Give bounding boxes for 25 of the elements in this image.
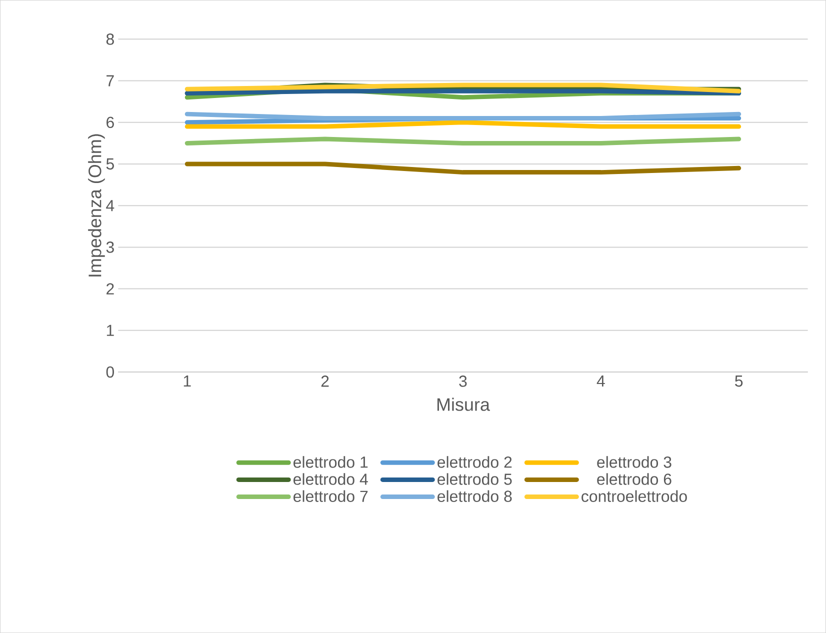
y-tick-label: 1 bbox=[106, 324, 114, 336]
x-tick-label: 2 bbox=[321, 376, 329, 387]
y-tick-label: 2 bbox=[106, 283, 114, 294]
legend-label: elettrodo 8 bbox=[438, 490, 512, 502]
legend-label: elettrodo 6 bbox=[597, 473, 672, 485]
legend-label: elettrodo 2 bbox=[438, 456, 512, 468]
x-tick-label: 1 bbox=[184, 376, 191, 387]
x-tick-label: 5 bbox=[735, 376, 743, 387]
legend-label: elettrodo 1 bbox=[294, 456, 368, 468]
y-tick-label: 3 bbox=[106, 242, 114, 253]
legend-label: elettrodo 4 bbox=[294, 473, 368, 485]
x-tick-label: 3 bbox=[459, 376, 467, 387]
y-tick-label: 4 bbox=[106, 200, 114, 212]
y-tick-label: 6 bbox=[106, 116, 114, 128]
legend-label: elettrodo 7 bbox=[294, 490, 368, 502]
y-tick-label: 8 bbox=[106, 33, 114, 45]
y-axis-title: Impedenza (Ohm) bbox=[88, 134, 105, 276]
legend-label: elettrodo 3 bbox=[597, 456, 672, 468]
legend-label: elettrodo 5 bbox=[438, 473, 512, 485]
y-tick-label: 0 bbox=[106, 366, 114, 378]
legend-label: controelettrodo bbox=[582, 490, 687, 502]
y-tick-label: 5 bbox=[106, 158, 114, 170]
x-tick-label: 4 bbox=[596, 376, 605, 387]
y-tick-label: 7 bbox=[106, 75, 114, 86]
x-axis-title: Misura bbox=[437, 398, 490, 411]
